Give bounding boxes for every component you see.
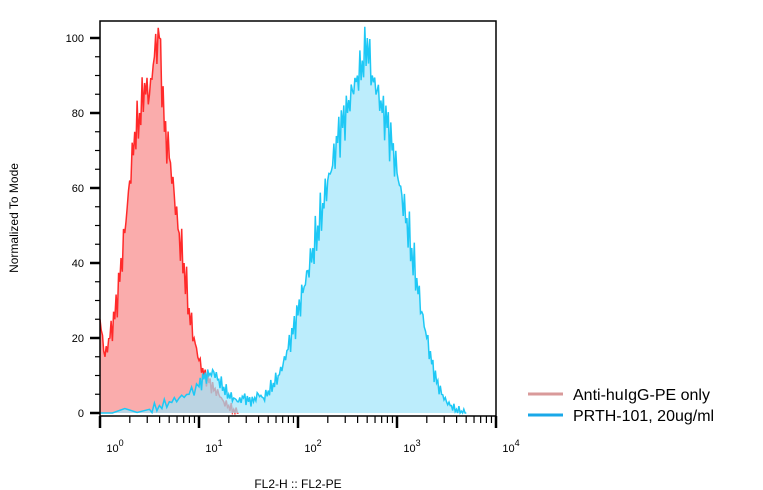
- series-fill-1: [100, 26, 467, 414]
- series-fill-0: [100, 27, 239, 414]
- axes-layer: 0 20 40 60 80 100 100 101 102 103 104: [66, 33, 520, 455]
- x-tick-label: 103: [403, 438, 420, 455]
- x-tick-label: 102: [304, 438, 321, 455]
- x-tick-label: 104: [502, 438, 519, 455]
- y-tick-label: 0: [78, 408, 84, 420]
- series-layer: [99, 26, 467, 416]
- x-tick-label: 101: [205, 438, 222, 455]
- series-line-1: [100, 26, 467, 416]
- legend: Anti-huIgG-PE only PRTH-101, 20ug/ml: [528, 387, 714, 425]
- y-tick-label: 20: [72, 333, 84, 345]
- x-tick-label: 100: [106, 438, 123, 455]
- y-tick-label: 80: [72, 108, 84, 120]
- x-axis-label: FL2-H :: FL2-PE: [254, 477, 341, 490]
- y-axis-label: Normalized To Mode: [7, 163, 21, 273]
- y-tick-label: 60: [72, 183, 84, 195]
- y-tick-label: 100: [66, 33, 84, 45]
- legend-label-prth-101: PRTH-101, 20ug/ml: [573, 408, 714, 425]
- legend-label-anti-huigg: Anti-huIgG-PE only: [573, 387, 710, 404]
- y-tick-label: 40: [72, 258, 84, 270]
